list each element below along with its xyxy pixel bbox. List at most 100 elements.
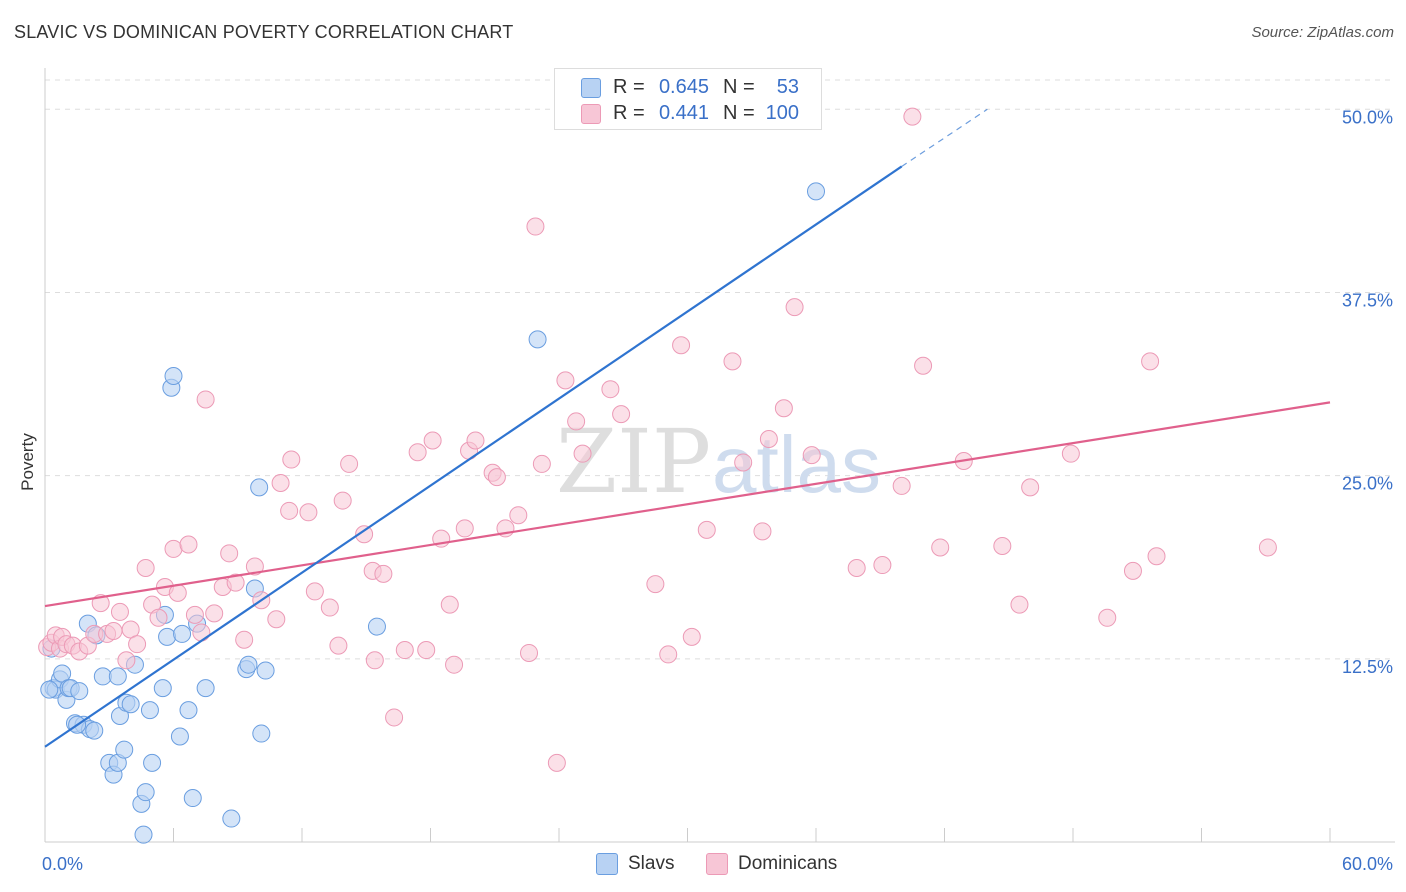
dominicans-point	[196, 390, 215, 409]
slavs-point	[252, 724, 271, 743]
slavs-point	[807, 182, 825, 201]
slavs-point	[222, 809, 241, 828]
dominicans-point	[914, 356, 933, 375]
slavs-point	[164, 367, 183, 386]
dominicans-point	[532, 454, 551, 473]
dominicans-point	[179, 535, 198, 554]
correlation-legend: R = 0.645 N = 53 R = 0.441 N = 100	[554, 68, 822, 130]
dominicans-point	[192, 623, 211, 642]
dominicans-point	[128, 635, 147, 654]
dominicans-point	[340, 454, 359, 473]
dominicans-point	[299, 503, 318, 522]
dominicans-point	[280, 501, 299, 520]
dominicans-trend-line	[44, 401, 1331, 608]
x-tick-label-max: 60.0%	[1342, 854, 1393, 874]
dominicans-point	[271, 473, 290, 492]
dominicans-point	[659, 645, 678, 664]
slavs-point	[143, 753, 162, 772]
dominicans-point	[774, 399, 793, 418]
dominicans-point	[110, 602, 129, 621]
dominicans-point	[520, 643, 539, 662]
slavs-point	[256, 661, 275, 680]
slavs-point	[70, 682, 89, 701]
slavs-point	[179, 701, 198, 720]
dominicans-point	[408, 443, 427, 462]
dominicans-point	[329, 636, 348, 655]
label-layer: 12.5% 25.0% 37.5% 50.0% 0.0% 60.0% Poverty	[18, 107, 1393, 874]
dominicans-point	[759, 430, 778, 449]
dominicans-point	[220, 544, 239, 563]
slavs-point	[134, 825, 153, 844]
dominicans-point	[466, 431, 485, 450]
dominicans-point	[697, 520, 716, 539]
legend-row-dominicans: R = 0.441 N = 100	[555, 101, 821, 127]
dominicans-point	[903, 107, 922, 126]
dominicans-point	[646, 575, 665, 594]
slavs-point	[528, 330, 547, 349]
dominicans-point	[873, 556, 892, 575]
dominicans-point	[455, 519, 474, 538]
dominicans-point	[333, 491, 352, 510]
dominicans-point	[305, 582, 324, 601]
source-credit: Source: ZipAtlas.com	[1251, 24, 1394, 41]
dominicans-point	[993, 536, 1012, 555]
axis-layer	[44, 68, 1395, 843]
grid-layer	[45, 79, 1395, 660]
dominicans-point	[282, 450, 301, 469]
slavs-point	[367, 617, 386, 636]
dominicans-point	[395, 641, 414, 660]
r-value: 0.441	[658, 102, 709, 124]
slavs-point	[158, 627, 177, 646]
slavs-point	[153, 679, 172, 698]
dominicans-point	[753, 522, 772, 541]
dominicans-point	[1147, 547, 1166, 566]
y-tick-label: 37.5%	[1342, 290, 1393, 310]
dominicans-point	[547, 753, 566, 772]
dominicans-point	[682, 627, 701, 646]
n-value: 53	[776, 76, 799, 98]
dominicans-point	[734, 453, 753, 472]
dominicans-swatch	[581, 104, 601, 124]
dominicans-point	[601, 380, 620, 399]
dominicans-point	[149, 608, 168, 627]
dominicans-point	[802, 446, 821, 465]
dominicans-point	[1010, 595, 1029, 614]
dominicans-point	[526, 217, 545, 236]
dominicans-point	[355, 525, 374, 544]
trend-layer	[44, 108, 1331, 748]
slavs-swatch	[581, 78, 601, 98]
legend-label-slavs: Slavs	[628, 853, 675, 874]
slavs-series	[40, 182, 825, 844]
dominicans-legend-swatch	[706, 853, 728, 875]
dominicans-point	[1258, 538, 1277, 557]
dominicans-point	[267, 610, 286, 629]
dominicans-point	[440, 595, 459, 614]
dominicans-point	[1123, 561, 1142, 580]
dominicans-point	[117, 651, 136, 670]
dominicans-point	[509, 506, 528, 525]
x-tick-label-min: 0.0%	[42, 854, 83, 874]
dominicans-point	[136, 558, 155, 577]
dominicans-point	[417, 641, 436, 660]
slavs-point	[250, 478, 269, 497]
dominicans-point	[385, 708, 404, 727]
slavs-point	[108, 667, 127, 686]
slavs-trend-line	[44, 165, 903, 748]
slavs-legend-swatch	[596, 853, 618, 875]
y-tick-label: 50.0%	[1342, 107, 1393, 127]
dominicans-point	[365, 651, 384, 670]
n-value: 100	[765, 102, 799, 124]
slavs-point	[40, 680, 59, 699]
dominicans-point	[567, 412, 586, 431]
dominicans-point	[487, 468, 506, 487]
y-tick-label: 25.0%	[1342, 474, 1393, 494]
dominicans-point	[1021, 478, 1040, 497]
chart-title: SLAVIC VS DOMINICAN POVERTY CORRELATION …	[14, 22, 514, 42]
dominicans-point	[672, 336, 691, 355]
dominicans-point	[226, 573, 245, 592]
dominicans-point	[1061, 444, 1080, 463]
dominicans-point	[785, 298, 804, 317]
dominicans-point	[556, 371, 575, 390]
legend-label-dominicans: Dominicans	[738, 853, 838, 874]
